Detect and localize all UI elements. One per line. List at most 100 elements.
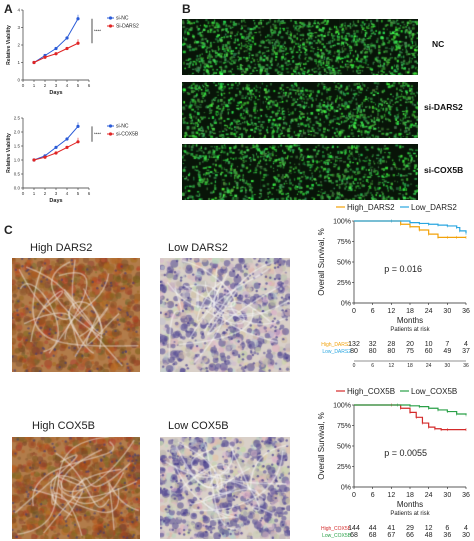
legend-marker	[108, 132, 113, 136]
y-tick-label: 50%	[337, 260, 351, 267]
risk-table-title: Patients at risk	[390, 511, 430, 517]
risk-count: 49	[443, 348, 451, 355]
risk-count: 68	[369, 532, 377, 539]
x-tick-label: 0	[22, 191, 25, 196]
data-point	[65, 137, 69, 141]
x-tick-label: 3	[55, 83, 58, 88]
risk-count: 20	[406, 341, 414, 348]
series-line	[33, 126, 79, 161]
risk-axis-label: 12	[389, 363, 395, 369]
legend-marker	[108, 16, 113, 20]
legend-label: Low_DARS2	[411, 203, 457, 212]
risk-axis-label: 30	[445, 363, 451, 369]
x-tick-label: 1	[33, 191, 36, 196]
significance-label: ****	[94, 132, 101, 137]
fluorescence-image-si-dars2	[182, 82, 418, 138]
ihc-image-low-dars2	[160, 258, 290, 372]
legend-label: Low_COX5B	[411, 387, 457, 396]
y-tick-label: 100%	[333, 219, 351, 226]
y-tick-label: 4	[17, 8, 20, 13]
ihc-label-high-cox5b: High COX5B	[32, 420, 95, 432]
x-tick-label: 12	[387, 492, 395, 499]
y-tick-label: 25%	[337, 464, 351, 471]
risk-table-title: Patients at risk	[390, 327, 430, 333]
x-tick-label: 6	[371, 492, 375, 499]
risk-count: 7	[445, 341, 449, 348]
y-tick-label: 1.0	[14, 158, 21, 163]
x-tick-label: 2	[44, 191, 47, 196]
risk-count: 44	[369, 525, 377, 532]
y-tick-label: 75%	[337, 239, 351, 246]
data-point	[32, 60, 36, 65]
panel-letter-a: A	[4, 2, 13, 16]
data-point	[54, 46, 58, 51]
risk-count: 132	[348, 341, 360, 348]
y-tick-label: 1	[17, 60, 20, 65]
viability-chart-cox5b: 0.0 0.5 1.0 1.5 2.0 2.5 0 1 2 3 4 5 6 Days Relative Vi…	[6, 116, 139, 204]
viability-chart-dars2: 0 1 2 3 4 0 1 2 3 4 5 6 Days Relative Viability **** si…	[6, 8, 139, 96]
risk-count: 36	[443, 532, 451, 539]
risk-count: 12	[425, 525, 433, 532]
risk-count: 80	[387, 348, 395, 355]
y-axis-label: Overall Survival, %	[317, 228, 326, 296]
risk-count: 67	[387, 532, 395, 539]
p-value: p = 0.0055	[384, 448, 427, 458]
y-tick-label: 75%	[337, 423, 351, 430]
viability-charts: 0 1 2 3 4 0 1 2 3 4 5 6 Days Relative Viability **** si…	[6, 8, 139, 204]
x-tick-label: 6	[371, 308, 375, 315]
x-tick-label: 30	[443, 492, 451, 499]
x-tick-label: 4	[66, 83, 69, 88]
risk-count: 32	[369, 341, 377, 348]
data-point	[54, 52, 58, 56]
risk-count: 80	[350, 348, 358, 355]
risk-count: 68	[350, 532, 358, 539]
y-tick-label: 50%	[337, 444, 351, 451]
risk-axis-label: 18	[407, 363, 413, 369]
legend-label: si-COX5B	[116, 132, 139, 138]
legend-label: Si-DARS2	[116, 24, 139, 30]
risk-row-label: Low_COX5B	[322, 533, 352, 539]
fluor-label-si-dars2: si-DARS2	[424, 102, 463, 112]
y-tick-label: 1.5	[14, 144, 21, 149]
y-tick-label: 100%	[333, 403, 351, 410]
y-axis-label: Relative Viability	[6, 25, 12, 65]
y-tick-label: 2.0	[14, 130, 21, 135]
legend-label: si-NC	[116, 124, 129, 130]
fluorescence-image-si-cox5b	[182, 144, 418, 200]
x-tick-label: 5	[77, 191, 80, 196]
ihc-image-low-cox5b	[160, 437, 290, 539]
x-tick-label: 5	[77, 83, 80, 88]
y-axis-label: Overall Survival, %	[317, 412, 326, 480]
x-tick-label: 2	[44, 83, 47, 88]
legend-label: High_COX5B	[347, 387, 395, 396]
data-point	[43, 55, 47, 59]
x-tick-label: 24	[425, 308, 433, 315]
x-axis-label: Months	[397, 500, 423, 509]
x-tick-label: 6	[88, 191, 91, 196]
x-tick-label: 3	[55, 191, 58, 196]
x-tick-label: 18	[406, 308, 414, 315]
x-tick-label: 0	[352, 308, 356, 315]
risk-count: 10	[425, 341, 433, 348]
x-tick-label: 36	[462, 308, 470, 315]
y-tick-label: 3	[17, 25, 20, 30]
ihc-image-high-cox5b	[12, 437, 140, 539]
survival-curve	[354, 404, 466, 431]
y-tick-label: 0	[17, 78, 20, 83]
x-tick-label: 0	[22, 83, 25, 88]
panel-letter-c: C	[4, 223, 13, 237]
risk-axis-label: 6	[371, 363, 374, 369]
x-tick-label: 18	[406, 492, 414, 499]
data-point	[65, 145, 69, 149]
x-tick-label: 24	[425, 492, 433, 499]
risk-count: 75	[406, 348, 414, 355]
y-tick-label: 0%	[341, 301, 351, 308]
data-point	[65, 36, 69, 40]
data-point	[32, 158, 36, 162]
risk-count: 37	[462, 348, 470, 355]
risk-count: 144	[348, 525, 360, 532]
risk-count: 29	[406, 525, 414, 532]
ihc-label-low-cox5b: Low COX5B	[168, 420, 229, 432]
fluorescence-image-nc	[182, 19, 418, 75]
